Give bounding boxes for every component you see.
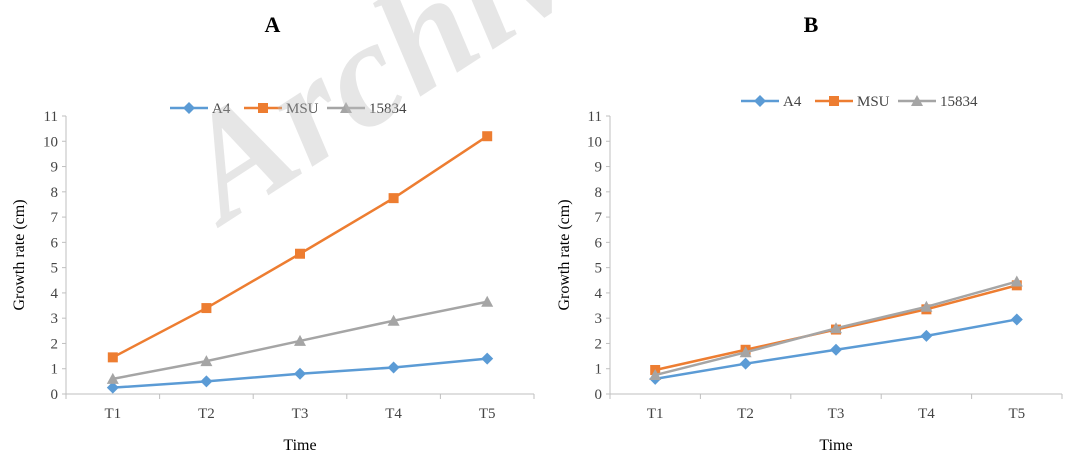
- y-tick-label: 11: [588, 109, 602, 125]
- data-point: [295, 248, 305, 259]
- chart-panel-b: B 0 1 2 3 4 5 6 7 8 9 10 11 T1 T2 T3 T4 T5 Time Growth rat…: [545, 0, 1077, 461]
- data-point: [830, 322, 842, 334]
- chart-title: B: [803, 12, 819, 37]
- data-point: [387, 361, 400, 374]
- y-tick-label: 2: [51, 336, 59, 352]
- chart-panel-a: A 0 1 2 3 4 5 6 7 8 9 10 11 T1 T2 T3 T4 T5 Time Growth rat…: [11, 12, 535, 454]
- x-tick-label: T1: [104, 406, 121, 422]
- data-point: [106, 372, 119, 384]
- series-line: [112, 135, 488, 359]
- data-point: [1010, 275, 1023, 287]
- x-tick-label: T1: [647, 406, 664, 422]
- x-tick-label: T5: [479, 406, 496, 422]
- data-point: [183, 102, 195, 114]
- data-point: [258, 103, 268, 113]
- y-tick-label: 4: [51, 286, 59, 302]
- data-point: [481, 352, 494, 365]
- legend-label: MSU: [857, 94, 890, 110]
- y-axis-title: Growth rate (cm): [556, 199, 573, 310]
- data-point: [830, 343, 842, 356]
- data-point: [294, 367, 306, 380]
- legend-label: 15834: [369, 101, 407, 117]
- y-tick-label: 8: [51, 185, 59, 201]
- y-tick-label: 0: [595, 387, 603, 403]
- y-tick-label: 10: [587, 134, 602, 150]
- data-point: [106, 381, 119, 394]
- y-tick-label: 8: [595, 185, 603, 201]
- data-point: [294, 334, 306, 346]
- data-point: [829, 96, 839, 106]
- data-point: [739, 357, 752, 370]
- y-tick-label: 10: [43, 134, 58, 150]
- y-tick-label: 7: [595, 210, 603, 226]
- x-tick-label: T3: [828, 406, 845, 422]
- y-tick-label: 3: [51, 311, 59, 327]
- y-tick-label: 5: [51, 261, 59, 277]
- y-tick-label: 4: [595, 286, 603, 302]
- chart-title: A: [264, 12, 281, 37]
- data-point: [754, 95, 766, 107]
- legend-label: MSU: [286, 101, 319, 117]
- line-chart-b: 0 1 2 3 4 5 6 7 8 9 10 11 T1 T2 T3 T4 T5 Time Growth rate …: [556, 94, 1063, 454]
- x-tick-label: T2: [737, 406, 754, 422]
- line-chart-a: 0 1 2 3 4 5 6 7 8 9 10 11 T1 T2 T3 T4 T5 Time Growth rate …: [11, 101, 535, 454]
- data-point: [387, 314, 400, 326]
- data-point: [911, 95, 923, 106]
- y-tick-label: 1: [595, 362, 603, 378]
- data-point: [920, 329, 933, 342]
- y-tick-label: 5: [595, 261, 603, 277]
- y-tick-label: 3: [595, 311, 603, 327]
- legend-label: A4: [783, 94, 802, 110]
- data-point: [201, 303, 212, 314]
- x-tick-label: T3: [292, 406, 309, 422]
- data-point: [920, 300, 933, 312]
- x-axis-title: Time: [819, 437, 852, 454]
- y-tick-label: 11: [44, 109, 58, 125]
- data-point: [107, 352, 118, 363]
- y-tick-label: 0: [51, 387, 59, 403]
- legend-label: 15834: [940, 94, 978, 110]
- x-tick-label: T2: [198, 406, 215, 422]
- y-tick-label: 9: [595, 160, 603, 176]
- x-tick-label: T5: [1008, 406, 1025, 422]
- x-tick-label: T4: [918, 406, 935, 422]
- y-tick-label: 2: [595, 336, 603, 352]
- y-tick-label: 7: [51, 210, 59, 226]
- data-point: [200, 355, 213, 367]
- y-axis-title: Growth rate (cm): [11, 199, 28, 310]
- data-point: [482, 131, 493, 142]
- y-tick-label: 1: [51, 362, 59, 378]
- legend-label: A4: [212, 101, 231, 117]
- y-tick-label: 6: [51, 235, 59, 251]
- x-axis-title: Time: [283, 437, 316, 454]
- data-point: [739, 346, 752, 358]
- y-tick-label: 6: [595, 235, 603, 251]
- data-point: [481, 295, 494, 307]
- data-point: [649, 369, 662, 381]
- data-point: [388, 193, 399, 204]
- y-tick-label: 9: [51, 160, 59, 176]
- data-point: [200, 375, 213, 388]
- data-point: [340, 102, 352, 113]
- data-point: [1010, 313, 1023, 326]
- x-tick-label: T4: [385, 406, 402, 422]
